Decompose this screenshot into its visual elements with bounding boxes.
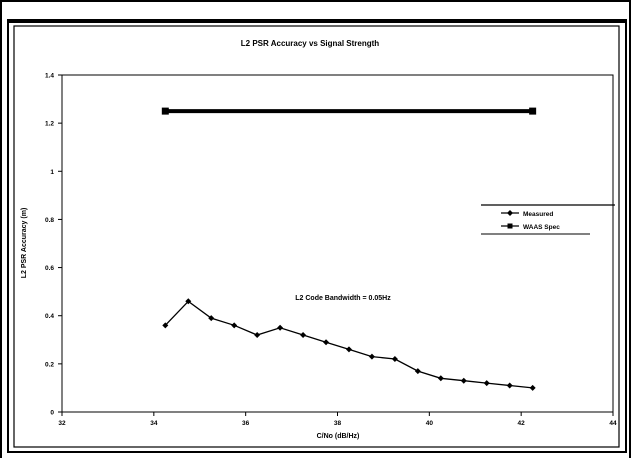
- data-point-measured: [391, 356, 398, 363]
- y-tick-label: 0: [50, 410, 54, 417]
- y-axis: 0 0.2 0.4 0.6 0.8 1 1.2 1.4: [45, 73, 62, 417]
- data-point-measured: [483, 380, 490, 387]
- data-point-measured: [506, 382, 513, 389]
- legend-label-measured: Measured: [523, 211, 553, 218]
- legend-marker-waas: [507, 223, 513, 229]
- y-tick-label: 1.4: [45, 73, 54, 80]
- data-point-waas-spec: [529, 107, 537, 115]
- data-point-measured: [437, 375, 444, 382]
- data-point-measured: [460, 377, 467, 384]
- data-point-measured: [185, 298, 192, 305]
- series-layer: [161, 107, 537, 391]
- x-axis: 32 34 36 38 40 42 44: [58, 412, 617, 427]
- x-tick-label: 32: [58, 420, 66, 427]
- chart-area-border: [13, 25, 620, 448]
- y-tick-label: 1: [50, 169, 54, 176]
- data-point-measured: [277, 324, 284, 331]
- legend-label-waas: WAAS Spec: [523, 224, 560, 231]
- x-tick-label: 40: [426, 420, 434, 427]
- data-point-measured: [529, 384, 536, 391]
- y-tick-label: 0.6: [45, 265, 54, 272]
- chart-title: L2 PSR Accuracy vs Signal Strength: [241, 39, 380, 48]
- data-point-measured: [368, 353, 375, 360]
- data-point-measured: [254, 331, 261, 338]
- y-tick-label: 0.2: [45, 361, 54, 368]
- data-point-measured: [323, 339, 330, 346]
- x-tick-label: 38: [334, 420, 342, 427]
- bandwidth-annotation: L2 Code Bandwidth = 0.05Hz: [295, 295, 391, 302]
- plot-area: [61, 74, 614, 413]
- series-line-measured: [164, 300, 533, 389]
- y-tick-label: 0.4: [45, 313, 54, 320]
- x-tick-label: 44: [609, 420, 617, 427]
- x-tick-label: 36: [242, 420, 250, 427]
- data-point-measured: [162, 322, 169, 329]
- y-tick-label: 0.8: [45, 217, 54, 224]
- legend-marker-measured: [507, 210, 513, 216]
- x-axis-label: C/No (dB/Hz): [317, 433, 360, 440]
- data-point-waas-spec: [161, 107, 169, 115]
- y-tick-label: 1.2: [45, 121, 54, 128]
- y-axis-label: L2 PSR Accuracy (m): [21, 208, 28, 279]
- data-point-measured: [300, 331, 307, 338]
- data-point-measured: [414, 368, 421, 375]
- legend: Measured WAAS Spec: [481, 204, 615, 235]
- data-point-measured: [208, 315, 215, 322]
- x-tick-label: 34: [150, 420, 158, 427]
- x-tick-label: 42: [518, 420, 526, 427]
- data-point-measured: [231, 322, 238, 329]
- data-point-measured: [345, 346, 352, 353]
